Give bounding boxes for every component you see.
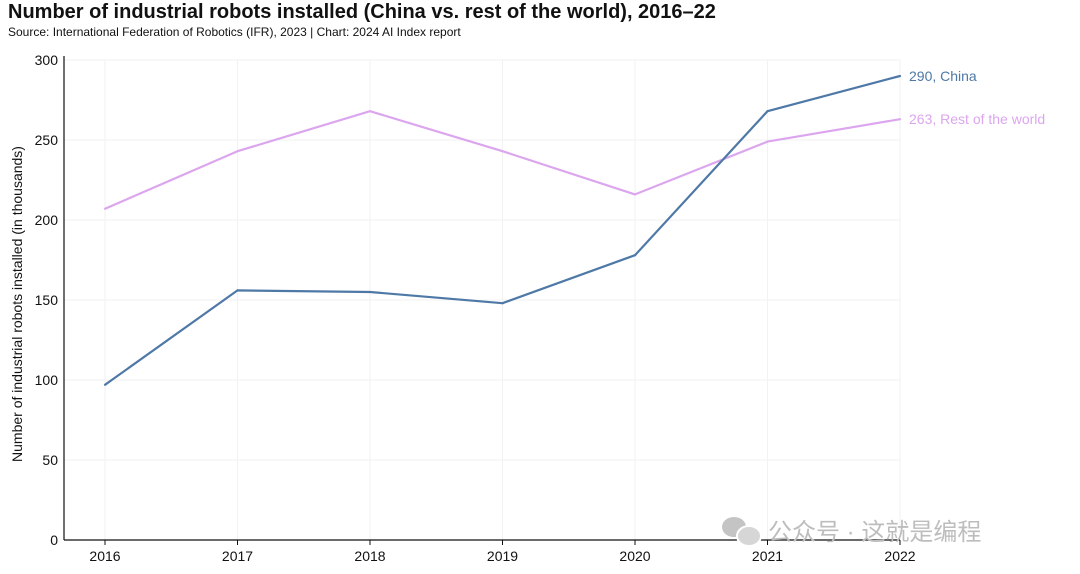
x-tick-label: 2016 <box>89 548 120 564</box>
x-tick-label: 2020 <box>619 548 650 564</box>
y-tick-label: 150 <box>35 292 59 308</box>
data-point <box>898 74 902 78</box>
chart-title: Number of industrial robots installed (C… <box>8 1 716 23</box>
y-tick-label: 250 <box>35 132 59 148</box>
x-tick-label: 2018 <box>354 548 385 564</box>
y-tick-label: 0 <box>50 532 58 548</box>
x-tick-label: 2017 <box>222 548 253 564</box>
x-tick-label: 2019 <box>487 548 518 564</box>
y-tick-label: 100 <box>35 372 59 388</box>
data-point <box>368 290 372 294</box>
wechat-icon <box>722 515 762 547</box>
chart-subtitle: Source: International Federation of Robo… <box>8 25 461 39</box>
y-tick-label: 200 <box>35 212 59 228</box>
y-axis-label: Number of industrial robots installed (i… <box>9 146 25 462</box>
data-point <box>501 150 504 153</box>
watermark: 公众号 · 这就是编程 <box>722 512 981 547</box>
data-point <box>898 118 902 121</box>
data-point <box>766 140 769 143</box>
data-point <box>103 383 107 386</box>
data-point <box>766 110 769 113</box>
y-tick-label: 300 <box>35 52 59 68</box>
series-end-label: 263, Rest of the world <box>909 111 1045 127</box>
data-point <box>633 193 637 196</box>
data-point <box>368 110 372 113</box>
y-tick-label: 50 <box>42 452 58 468</box>
data-point <box>236 150 239 153</box>
data-point <box>236 289 239 292</box>
series-end-label: 290, China <box>909 68 977 84</box>
watermark-text: 公众号 · 这就是编程 <box>768 519 982 546</box>
data-point <box>103 207 107 210</box>
data-point <box>633 254 637 257</box>
x-tick-label: 2022 <box>884 548 915 564</box>
data-point <box>501 302 504 305</box>
x-tick-label: 2021 <box>752 548 783 564</box>
